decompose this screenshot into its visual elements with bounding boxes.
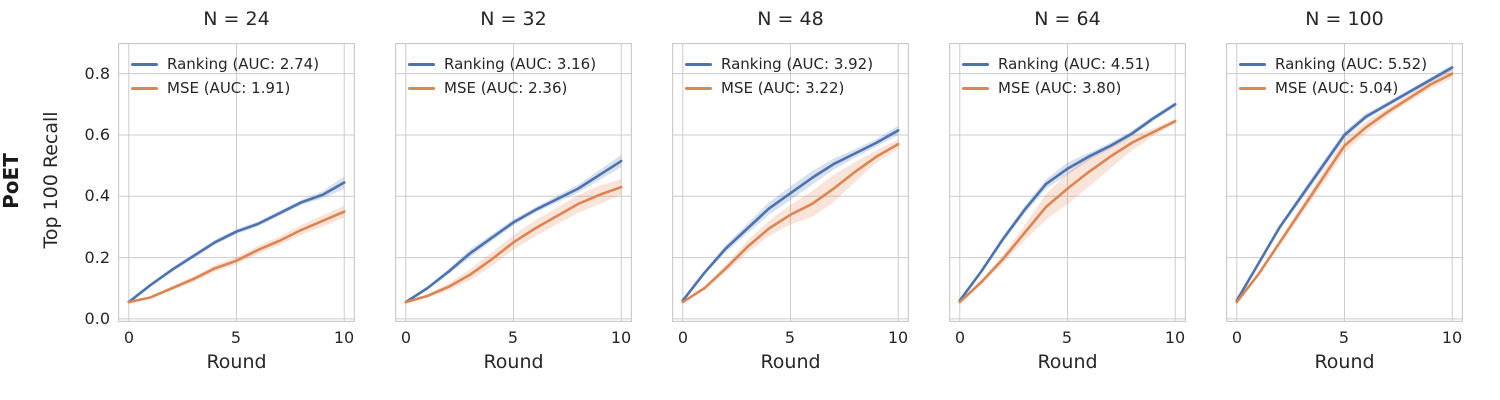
- mse-line-swatch: [131, 86, 158, 90]
- legend-label-mse: MSE (AUC: 5.04): [1275, 79, 1399, 97]
- subplot-title: N = 32: [480, 8, 547, 30]
- x-tick-label: 10: [610, 328, 632, 347]
- legend-label-mse: MSE (AUC: 3.80): [998, 79, 1122, 97]
- subplot-title: N = 64: [1034, 8, 1101, 30]
- x-tick-label: 10: [887, 328, 909, 347]
- legend: Ranking (AUC: 3.16) MSE (AUC: 2.36): [408, 52, 596, 100]
- x-axis-label: Round: [760, 351, 821, 373]
- plot-area: [395, 43, 632, 322]
- x-tick-label: 0: [123, 328, 135, 347]
- ranking-line-swatch: [131, 62, 158, 66]
- legend-label-mse: MSE (AUC: 2.36): [444, 79, 568, 97]
- plot-area: [118, 43, 355, 322]
- legend-item-ranking: Ranking (AUC: 2.74): [131, 52, 319, 76]
- legend-item-mse: MSE (AUC: 2.36): [408, 76, 596, 100]
- subplot-n100: N = 100 Ranking (AUC: 5.52) MSE (AUC: 5.…: [1226, 0, 1463, 400]
- y-tick-label: 0.2: [84, 248, 110, 267]
- legend-label-ranking: Ranking (AUC: 4.51): [998, 55, 1151, 73]
- subplot-n32: N = 32 Ranking (AUC: 3.16) MSE (AUC: 2.3…: [395, 0, 632, 400]
- ranking-line-swatch: [962, 62, 989, 66]
- legend-label-mse: MSE (AUC: 3.22): [721, 79, 845, 97]
- x-tick-label: 5: [1061, 328, 1073, 347]
- legend: Ranking (AUC: 2.74) MSE (AUC: 1.91): [131, 52, 319, 100]
- legend-label-mse: MSE (AUC: 1.91): [167, 79, 291, 97]
- subplot-n64: N = 64 Ranking (AUC: 4.51) MSE (AUC: 3.8…: [949, 0, 1186, 400]
- x-tick-label: 0: [1231, 328, 1243, 347]
- legend-item-mse: MSE (AUC: 3.22): [685, 76, 873, 100]
- x-axis-label: Round: [1037, 351, 1098, 373]
- x-axis-label: Round: [206, 351, 267, 373]
- plot-area: [1226, 43, 1463, 322]
- x-tick-label: 0: [677, 328, 689, 347]
- x-axis-label: Round: [1314, 351, 1375, 373]
- subplot-title: N = 48: [757, 8, 824, 30]
- legend-label-ranking: Ranking (AUC: 3.16): [444, 55, 597, 73]
- y-tick-label: 0.6: [84, 125, 110, 144]
- ranking-line-swatch: [1239, 62, 1266, 66]
- subplot-title: N = 24: [203, 8, 270, 30]
- legend: Ranking (AUC: 4.51) MSE (AUC: 3.80): [962, 52, 1150, 100]
- x-tick-label: 5: [230, 328, 242, 347]
- legend-item-mse: MSE (AUC: 3.80): [962, 76, 1150, 100]
- plot-area: [949, 43, 1186, 322]
- legend-item-ranking: Ranking (AUC: 3.16): [408, 52, 596, 76]
- x-tick-label: 5: [507, 328, 519, 347]
- subplot-title: N = 100: [1305, 8, 1384, 30]
- y-tick-label: 0.4: [84, 186, 110, 205]
- x-tick-label: 5: [784, 328, 796, 347]
- plot-area: [672, 43, 909, 322]
- x-tick-label: 0: [400, 328, 412, 347]
- ranking-line-swatch: [685, 62, 712, 66]
- mse-line-swatch: [408, 86, 435, 90]
- legend-label-ranking: Ranking (AUC: 2.74): [167, 55, 320, 73]
- legend-item-mse: MSE (AUC: 5.04): [1239, 76, 1427, 100]
- x-tick-label: 0: [954, 328, 966, 347]
- legend-item-mse: MSE (AUC: 1.91): [131, 76, 319, 100]
- x-tick-label: 10: [1164, 328, 1186, 347]
- x-tick-label: 10: [333, 328, 355, 347]
- subplot-n48: N = 48 Ranking (AUC: 3.92) MSE (AUC: 3.2…: [672, 0, 909, 400]
- legend: Ranking (AUC: 3.92) MSE (AUC: 3.22): [685, 52, 873, 100]
- legend-label-ranking: Ranking (AUC: 5.52): [1275, 55, 1428, 73]
- legend-item-ranking: Ranking (AUC: 5.52): [1239, 52, 1427, 76]
- mse-line-swatch: [1239, 86, 1266, 90]
- x-tick-label: 10: [1441, 328, 1463, 347]
- legend-item-ranking: Ranking (AUC: 3.92): [685, 52, 873, 76]
- y-tick-label: 0.8: [84, 64, 110, 83]
- legend-label-ranking: Ranking (AUC: 3.92): [721, 55, 874, 73]
- x-axis-label: Round: [483, 351, 544, 373]
- legend: Ranking (AUC: 5.52) MSE (AUC: 5.04): [1239, 52, 1427, 100]
- mse-line-swatch: [962, 86, 989, 90]
- y-tick-label: 0.0: [84, 309, 110, 328]
- mse-line-swatch: [685, 86, 712, 90]
- row-label-poet: PoET: [0, 153, 23, 209]
- legend-item-ranking: Ranking (AUC: 4.51): [962, 52, 1150, 76]
- subplot-n24: N = 24 Ranking (AUC: 2.74) MSE (AUC: 1.9…: [118, 0, 355, 400]
- x-tick-label: 5: [1338, 328, 1350, 347]
- ranking-line-swatch: [408, 62, 435, 66]
